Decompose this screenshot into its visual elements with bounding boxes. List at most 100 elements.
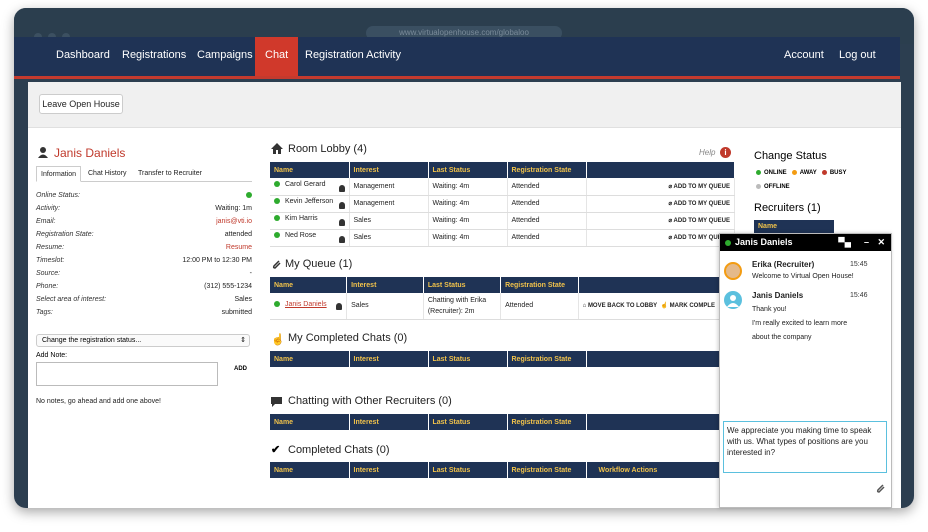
- my-completed-chats-title: My Completed Chats (0): [288, 332, 408, 344]
- chat-bubbles-icon[interactable]: ▀▄: [838, 237, 851, 247]
- add-note-button[interactable]: ADD: [234, 366, 247, 372]
- nav-account[interactable]: Account: [784, 49, 824, 61]
- user-icon: [38, 147, 48, 158]
- recruiter-avatar: [724, 262, 742, 280]
- my-queue-table: Name Interest Last Status Registration Stat…: [270, 277, 721, 320]
- online-dot-icon: [274, 198, 280, 205]
- candidate-name: Janis Daniels: [54, 146, 126, 160]
- toolbar: Leave Open House: [28, 82, 901, 128]
- info-tags: Tags: submitted: [36, 309, 252, 316]
- resume-link[interactable]: Resume: [225, 244, 252, 251]
- online-dot-icon: [274, 232, 280, 239]
- table-header: Name Interest Last Status Registration Stat…: [270, 162, 735, 178]
- chatting-other-table: Name Interest Last Status Registration Stat…: [270, 414, 720, 430]
- message-text: Welcome to Virtual Open House!: [752, 273, 854, 280]
- room-lobby-table: Name Interest Last Status Registration Stat…: [270, 162, 735, 247]
- message-time: 15:46: [850, 292, 868, 299]
- comment-icon: [271, 397, 282, 407]
- status-offline-option[interactable]: OFFLINE: [756, 184, 790, 190]
- move-back-to-lobby-button[interactable]: ⌂ MOVE BACK TO LOBBY: [582, 303, 658, 310]
- nav-registration-activity[interactable]: Registration Activity: [305, 49, 401, 61]
- nav-dashboard[interactable]: Dashboard: [56, 49, 110, 61]
- info-resume: Resume: Resume: [36, 244, 252, 251]
- chat-message-input[interactable]: We appreciate you making time to speak w…: [723, 421, 887, 473]
- message-time: 15:45: [850, 261, 868, 268]
- url-bar[interactable]: www.virtualopenhouse.com/globaloo: [366, 26, 562, 40]
- info-email: Email: janis@vti.io: [36, 218, 252, 225]
- minimize-icon[interactable]: –: [863, 237, 869, 247]
- online-dot-icon: [246, 192, 252, 199]
- online-dot-icon: [274, 301, 280, 308]
- online-dot-icon: [274, 180, 280, 187]
- close-icon[interactable]: ✕: [877, 237, 885, 247]
- nav-campaigns[interactable]: Campaigns: [197, 49, 253, 61]
- online-dot-icon: [725, 239, 731, 246]
- tab-transfer[interactable]: Transfer to Recruiter: [138, 170, 202, 177]
- person-icon: [338, 236, 345, 243]
- table-header: Name Interest Last Status Registration Stat…: [270, 277, 721, 293]
- status-busy-option[interactable]: BUSY: [821, 170, 847, 176]
- add-to-queue-button[interactable]: ⌀ ADD TO MY QUEUE: [586, 212, 735, 230]
- candidate-link[interactable]: Janis Daniels: [285, 301, 327, 309]
- table-row[interactable]: Ned Rose Sales Waiting: 4m Attended ⌀ ADD …: [270, 229, 735, 247]
- person-icon: [338, 219, 345, 226]
- info-registration-state: Registration State: attended: [36, 231, 252, 238]
- room-lobby-title: Room Lobby (4): [288, 143, 367, 155]
- tab-information[interactable]: Information: [36, 166, 82, 182]
- table-header: Name Interest Last Status Registration Stat…: [270, 414, 720, 430]
- table-header: Name Interest Last Status Registration Stat…: [270, 462, 720, 478]
- person-icon: [338, 184, 345, 192]
- table-row[interactable]: Carol Gerard Management Waiting: 4m Attend…: [270, 178, 735, 196]
- nav-chat[interactable]: Chat: [255, 37, 299, 76]
- info-source: Source: -: [36, 270, 252, 277]
- paperclip-icon: [272, 260, 281, 269]
- chatting-other-recruiters-title: Chatting with Other Recruiters (0): [288, 395, 452, 407]
- recruiters-table-header: Name: [754, 220, 834, 234]
- tab-chat-history[interactable]: Chat History: [88, 170, 127, 177]
- online-dot-icon: [274, 215, 280, 222]
- nav-logout[interactable]: Log out: [839, 49, 876, 61]
- registration-status-select[interactable]: Change the registration status... ⇕: [36, 334, 250, 347]
- chat-title: Janis Daniels: [735, 237, 793, 247]
- top-nav: Dashboard Registrations Campaigns Chat R…: [14, 37, 900, 79]
- status-options: ONLINE AWAY BUSY: [756, 170, 847, 176]
- check-icon: ✔: [271, 444, 281, 456]
- message-text: about the company: [752, 334, 812, 341]
- mark-complete-button[interactable]: ☝ MARK COMPLE: [660, 303, 715, 310]
- note-textarea[interactable]: [36, 362, 218, 386]
- attachment-icon[interactable]: [875, 483, 886, 494]
- person-icon: [336, 303, 343, 311]
- message-text: Thank you!: [752, 306, 787, 313]
- candidate-tabs: Information Chat History Transfer to Rec…: [36, 166, 252, 182]
- add-to-queue-button[interactable]: ⌀ ADD TO MY QUEUE: [586, 229, 735, 247]
- select-arrows-icon: ⇕: [240, 337, 246, 344]
- status-online-option[interactable]: ONLINE: [756, 170, 787, 176]
- status-away-option[interactable]: AWAY: [791, 170, 817, 176]
- completed-chats-title: Completed Chats (0): [288, 444, 390, 456]
- info-phone: Phone: (312) 555-1234: [36, 283, 252, 290]
- email-link[interactable]: janis@vti.io: [216, 218, 252, 225]
- no-notes-message: No notes, go ahead and add one above!: [36, 398, 161, 405]
- page-content: Leave Open House Janis Daniels Informati…: [28, 82, 901, 508]
- message-text: I'm really excited to learn more: [752, 320, 848, 327]
- change-status-title: Change Status: [754, 150, 827, 162]
- table-row[interactable]: Kevin Jefferson Management Waiting: 4m Att…: [270, 195, 735, 213]
- info-timeslot: Timeslot: 12:00 PM to 12:30 PM: [36, 257, 252, 264]
- add-to-queue-button[interactable]: ⌀ ADD TO MY QUEUE: [586, 195, 735, 213]
- person-icon: [338, 202, 345, 209]
- leave-open-house-button[interactable]: Leave Open House: [39, 94, 123, 114]
- chat-header: Janis Daniels ▀▄ – ✕: [720, 234, 891, 251]
- message-sender: Erika (Recruiter): [752, 260, 815, 269]
- my-queue-title: My Queue (1): [285, 258, 353, 270]
- table-row[interactable]: Janis Daniels Sales Chatting with Erika(…: [270, 293, 721, 320]
- table-header: Name Interest Last Status Registration Stat…: [270, 351, 720, 367]
- info-online-status: Online Status:: [36, 192, 252, 205]
- info-activity: Activity: Waiting: 1m: [36, 205, 252, 212]
- table-row[interactable]: Kim Harris Sales Waiting: 4m Attended ⌀ AD…: [270, 212, 735, 230]
- nav-registrations[interactable]: Registrations: [122, 49, 187, 61]
- info-icon[interactable]: i: [720, 147, 731, 158]
- my-completed-chats-table: Name Interest Last Status Registration Stat…: [270, 351, 720, 367]
- recruiters-title: Recruiters (1): [754, 202, 821, 214]
- add-to-queue-button[interactable]: ⌀ ADD TO MY QUEUE: [586, 178, 735, 196]
- help-link[interactable]: Help: [699, 148, 716, 157]
